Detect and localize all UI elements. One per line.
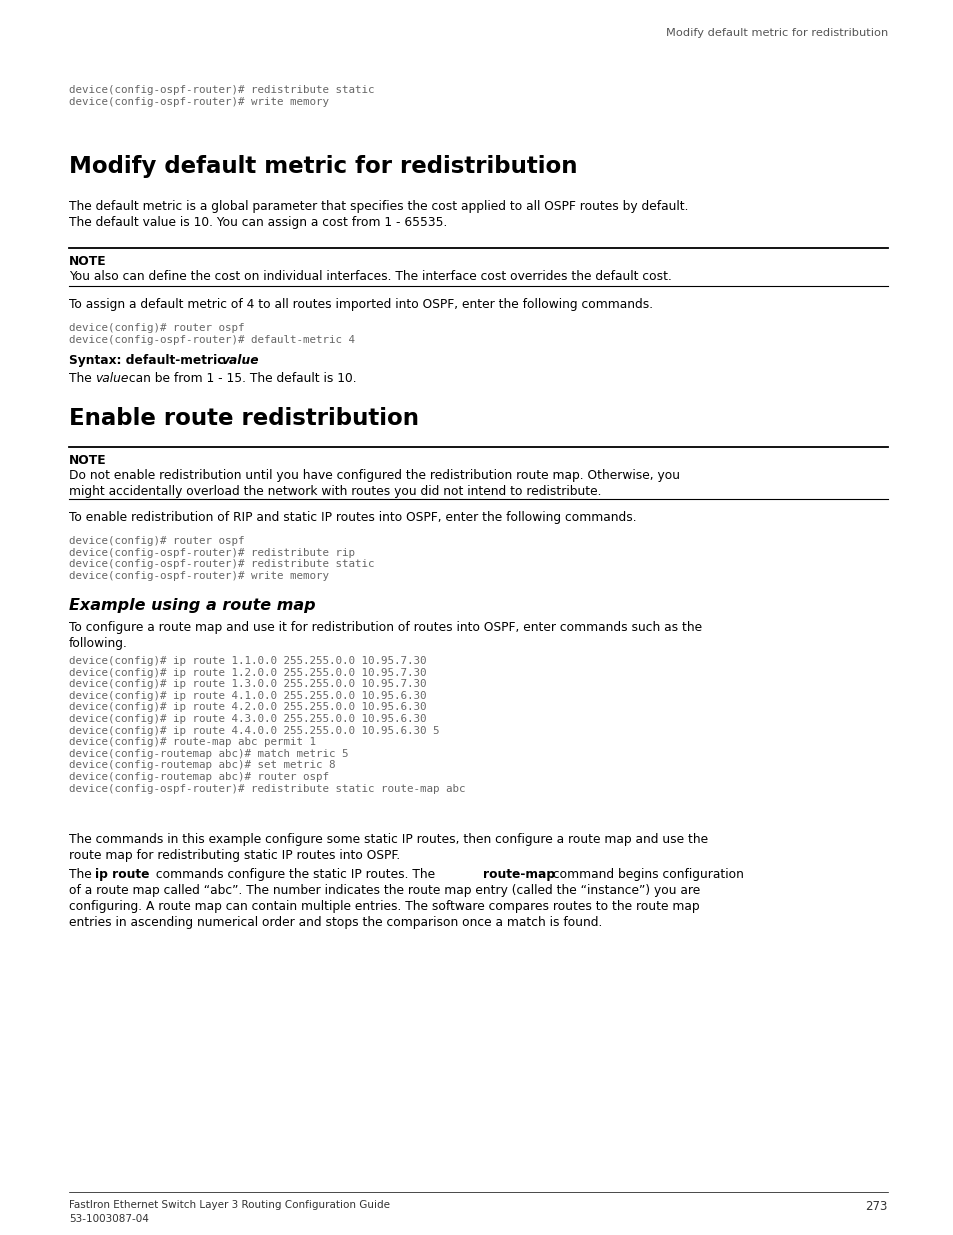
Text: following.: following. bbox=[69, 637, 128, 650]
Text: You also can define the cost on individual interfaces. The interface cost overri: You also can define the cost on individu… bbox=[69, 270, 671, 283]
Text: ip route: ip route bbox=[95, 868, 150, 881]
Text: of a route map called “abc”. The number indicates the route map entry (called th: of a route map called “abc”. The number … bbox=[69, 884, 700, 897]
Text: commands configure the static IP routes. The: commands configure the static IP routes.… bbox=[152, 868, 438, 881]
Text: To configure a route map and use it for redistribution of routes into OSPF, ente: To configure a route map and use it for … bbox=[69, 621, 701, 634]
Text: NOTE: NOTE bbox=[69, 254, 107, 268]
Text: To enable redistribution of RIP and static IP routes into OSPF, enter the follow: To enable redistribution of RIP and stat… bbox=[69, 511, 636, 524]
Text: might accidentally overload the network with routes you did not intend to redist: might accidentally overload the network … bbox=[69, 485, 601, 498]
Text: device(config)# router ospf
device(config-ospf-router)# redistribute rip
device(: device(config)# router ospf device(confi… bbox=[69, 536, 375, 580]
Text: value: value bbox=[95, 372, 129, 385]
Text: NOTE: NOTE bbox=[69, 454, 107, 467]
Text: entries in ascending numerical order and stops the comparison once a match is fo: entries in ascending numerical order and… bbox=[69, 916, 601, 929]
Text: Modify default metric for redistribution: Modify default metric for redistribution bbox=[665, 28, 887, 38]
Text: Modify default metric for redistribution: Modify default metric for redistribution bbox=[69, 156, 577, 178]
Text: route map for redistributing static IP routes into OSPF.: route map for redistributing static IP r… bbox=[69, 848, 400, 862]
Text: command begins configuration: command begins configuration bbox=[548, 868, 743, 881]
Text: configuring. A route map can contain multiple entries. The software compares rou: configuring. A route map can contain mul… bbox=[69, 900, 699, 913]
Text: To assign a default metric of 4 to all routes imported into OSPF, enter the foll: To assign a default metric of 4 to all r… bbox=[69, 298, 653, 311]
Text: The: The bbox=[69, 868, 95, 881]
Text: device(config)# router ospf
device(config-ospf-router)# default-metric 4: device(config)# router ospf device(confi… bbox=[69, 324, 355, 345]
Text: Enable route redistribution: Enable route redistribution bbox=[69, 408, 418, 430]
Text: device(config-ospf-router)# redistribute static
device(config-ospf-router)# writ: device(config-ospf-router)# redistribute… bbox=[69, 85, 375, 106]
Text: The commands in this example configure some static IP routes, then configure a r: The commands in this example configure s… bbox=[69, 832, 707, 846]
Text: FastIron Ethernet Switch Layer 3 Routing Configuration Guide: FastIron Ethernet Switch Layer 3 Routing… bbox=[69, 1200, 390, 1210]
Text: The default metric is a global parameter that specifies the cost applied to all : The default metric is a global parameter… bbox=[69, 200, 688, 212]
Text: Do not enable redistribution until you have configured the redistribution route : Do not enable redistribution until you h… bbox=[69, 469, 679, 482]
Text: value: value bbox=[221, 354, 258, 367]
Text: can be from 1 - 15. The default is 10.: can be from 1 - 15. The default is 10. bbox=[125, 372, 356, 385]
Text: 273: 273 bbox=[864, 1200, 887, 1213]
Text: The default value is 10. You can assign a cost from 1 - 65535.: The default value is 10. You can assign … bbox=[69, 216, 447, 228]
Text: route-map: route-map bbox=[482, 868, 555, 881]
Text: The: The bbox=[69, 372, 95, 385]
Text: Syntax: default-metric: Syntax: default-metric bbox=[69, 354, 229, 367]
Text: device(config)# ip route 1.1.0.0 255.255.0.0 10.95.7.30
device(config)# ip route: device(config)# ip route 1.1.0.0 255.255… bbox=[69, 656, 465, 794]
Text: Example using a route map: Example using a route map bbox=[69, 598, 315, 613]
Text: 53-1003087-04: 53-1003087-04 bbox=[69, 1214, 149, 1224]
